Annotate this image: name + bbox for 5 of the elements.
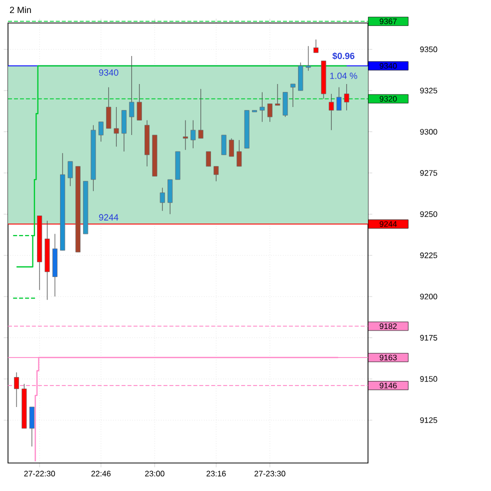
annotation: 9340 bbox=[99, 69, 118, 76]
annotation: $0.96 bbox=[332, 52, 354, 60]
annotation: 1.04 % bbox=[330, 72, 358, 79]
chart-title: 2 Min bbox=[10, 6, 31, 14]
annotation: 9244 bbox=[99, 214, 118, 221]
